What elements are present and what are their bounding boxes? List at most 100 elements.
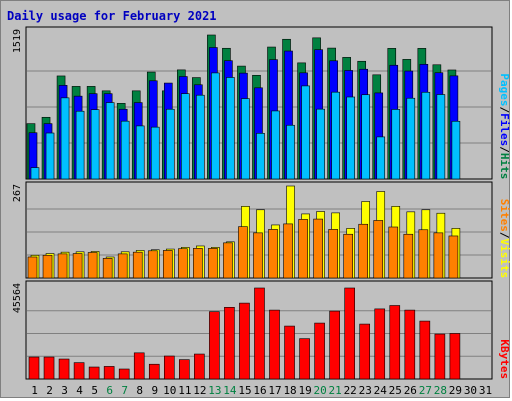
legend-pages: Pages bbox=[498, 73, 511, 106]
visits-bar-sites-day-26 bbox=[403, 233, 414, 279]
x-label-day-2: 2 bbox=[46, 384, 53, 397]
legend-hits: Hits bbox=[498, 153, 511, 180]
visits-bar-sites-day-6 bbox=[102, 258, 113, 279]
hits-bar-pages-day-15 bbox=[241, 98, 250, 180]
visits-ymax-label: 267 bbox=[12, 184, 23, 202]
hits-bar-pages-day-6 bbox=[105, 102, 115, 180]
legend-sites: Sites bbox=[498, 199, 511, 232]
x-label-day-14: 14 bbox=[223, 384, 237, 397]
kbytes-bar-kbytes-day-28 bbox=[434, 333, 446, 380]
kbytes-bar-kbytes-day-24 bbox=[374, 308, 386, 380]
kbytes-bar-kbytes-day-8 bbox=[133, 352, 145, 380]
visits-axis-legend: Sites/Visits bbox=[498, 199, 511, 278]
kbytes-bar-kbytes-day-29 bbox=[449, 333, 461, 380]
kbytes-bar-kbytes-day-20 bbox=[314, 322, 325, 380]
visits-bar-sites-day-27 bbox=[418, 229, 429, 279]
x-label-day-31: 31 bbox=[479, 384, 492, 397]
kbytes-bar-kbytes-day-27 bbox=[419, 320, 431, 380]
kbytes-bar-kbytes-day-15 bbox=[239, 302, 250, 380]
visits-bar-sites-day-25 bbox=[388, 226, 399, 279]
x-label-day-24: 24 bbox=[374, 384, 388, 397]
hits-bar-pages-day-20 bbox=[316, 108, 325, 180]
visits-bar-sites-day-4 bbox=[72, 253, 83, 279]
legend-visits: Visits bbox=[498, 239, 511, 279]
legend-files: Files bbox=[498, 113, 511, 146]
visits-bar-sites-day-2 bbox=[42, 254, 53, 279]
hits-bar-pages-day-25 bbox=[391, 109, 401, 180]
x-label-day-13: 13 bbox=[208, 384, 221, 397]
visits-bar-sites-day-1 bbox=[27, 256, 38, 279]
kbytes-bar-kbytes-day-23 bbox=[359, 323, 371, 380]
kbytes-bar-kbytes-day-7 bbox=[118, 368, 130, 380]
x-label-day-23: 23 bbox=[359, 384, 372, 397]
visits-bar-sites-day-22 bbox=[343, 233, 353, 279]
hits-bar-pages-day-17 bbox=[271, 110, 280, 180]
kbytes-bar-kbytes-day-26 bbox=[404, 309, 416, 380]
hits-bar-pages-day-8 bbox=[135, 125, 145, 180]
legend-slash: / bbox=[498, 107, 511, 114]
x-label-day-21: 21 bbox=[329, 384, 342, 397]
visits-bar-sites-day-12 bbox=[193, 248, 203, 279]
kbytes-bar-kbytes-day-19 bbox=[299, 338, 310, 380]
hits-axis-legend: Pages/Files/Hits bbox=[498, 73, 511, 179]
x-label-day-5: 5 bbox=[91, 384, 98, 397]
kbytes-bar-kbytes-day-13 bbox=[209, 311, 220, 380]
x-label-day-30: 30 bbox=[464, 384, 477, 397]
hits-bar-pages-day-28 bbox=[436, 94, 446, 180]
x-label-day-8: 8 bbox=[136, 384, 143, 397]
visits-bar-sites-day-16 bbox=[253, 232, 263, 279]
visits-bar-sites-day-23 bbox=[358, 223, 369, 279]
visits-bar-sites-day-11 bbox=[178, 248, 188, 279]
hits-bar-pages-day-11 bbox=[181, 93, 190, 180]
x-label-day-4: 4 bbox=[76, 384, 83, 397]
chart-title: Daily usage for February 2021 bbox=[7, 9, 217, 23]
kbytes-bar-kbytes-day-1 bbox=[28, 356, 40, 380]
x-label-day-19: 19 bbox=[298, 384, 311, 397]
hits-bar-pages-day-4 bbox=[75, 110, 85, 180]
kbytes-bar-kbytes-day-5 bbox=[88, 366, 100, 380]
kbytes-bar-kbytes-day-16 bbox=[254, 287, 265, 380]
x-label-day-3: 3 bbox=[61, 384, 68, 397]
legend-slash: / bbox=[498, 146, 511, 153]
visits-bar-sites-day-19 bbox=[298, 219, 308, 279]
hits-bar-pages-day-1 bbox=[30, 167, 40, 180]
kbytes-bar-kbytes-day-17 bbox=[269, 309, 280, 380]
hits-bar-pages-day-22 bbox=[346, 96, 355, 180]
kbytes-bar-kbytes-day-11 bbox=[179, 359, 190, 380]
visits-bar-sites-day-14 bbox=[223, 242, 233, 279]
kbytes-axis-legend: KBytes bbox=[498, 339, 511, 379]
visits-bar-sites-day-29 bbox=[448, 235, 459, 279]
legend-kbytes: KBytes bbox=[498, 339, 511, 379]
x-label-day-16: 16 bbox=[253, 384, 266, 397]
x-label-day-28: 28 bbox=[434, 384, 447, 397]
legend-slash: / bbox=[498, 232, 511, 239]
hits-bar-pages-day-18 bbox=[286, 124, 295, 180]
kbytes-bar-kbytes-day-9 bbox=[148, 363, 160, 380]
x-label-day-27: 27 bbox=[419, 384, 432, 397]
x-label-day-11: 11 bbox=[178, 384, 191, 397]
visits-bar-sites-day-21 bbox=[328, 229, 338, 279]
x-label-day-29: 29 bbox=[449, 384, 462, 397]
hits-bar-pages-day-10 bbox=[165, 108, 175, 180]
visits-bar-sites-day-17 bbox=[268, 229, 278, 279]
visits-panel: 267 Sites/Visits bbox=[12, 181, 511, 279]
hits-bar-pages-day-14 bbox=[226, 77, 235, 180]
hits-bar-pages-day-29 bbox=[451, 120, 461, 180]
visits-bar-sites-day-9 bbox=[147, 250, 158, 279]
hits-bar-pages-day-3 bbox=[60, 97, 70, 180]
kbytes-bar-kbytes-day-10 bbox=[163, 355, 175, 380]
hits-bar-pages-day-16 bbox=[256, 133, 265, 180]
kbytes-bar-kbytes-day-18 bbox=[284, 325, 295, 380]
hits-bar-pages-day-21 bbox=[331, 91, 340, 180]
x-label-day-25: 25 bbox=[389, 384, 402, 397]
hits-bar-pages-day-5 bbox=[90, 109, 100, 180]
visits-bar-sites-day-3 bbox=[57, 253, 68, 279]
visits-bar-sites-day-13 bbox=[208, 248, 218, 279]
hits-bar-pages-day-19 bbox=[301, 85, 310, 180]
visits-bar-sites-day-24 bbox=[373, 220, 384, 279]
kbytes-bar-kbytes-day-14 bbox=[224, 307, 235, 380]
kbytes-bar-kbytes-day-21 bbox=[329, 310, 340, 380]
x-label-day-17: 17 bbox=[268, 384, 281, 397]
